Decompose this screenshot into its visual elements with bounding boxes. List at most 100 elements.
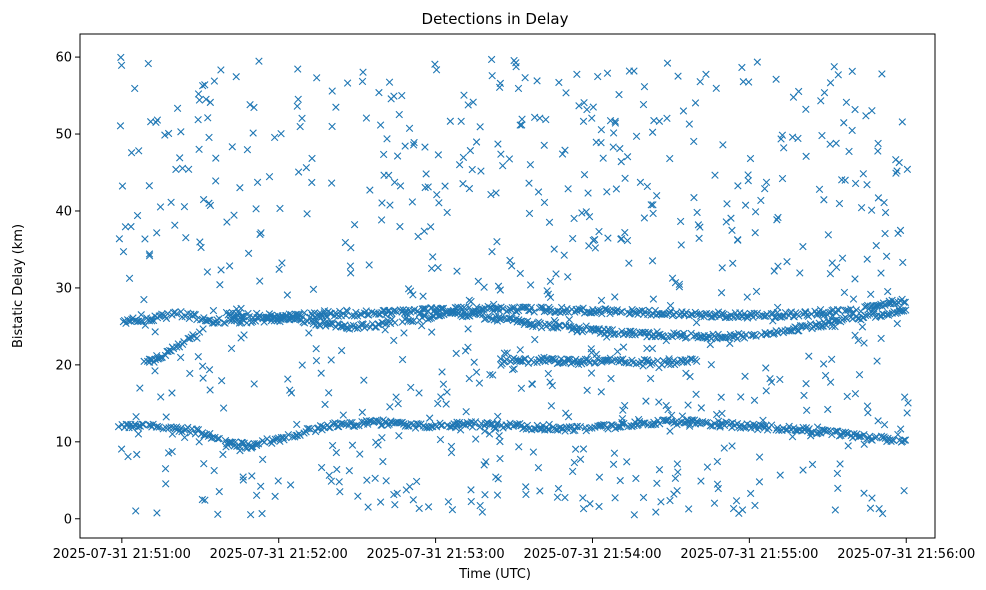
data-point [588, 114, 596, 122]
data-point [456, 426, 465, 434]
data-point [439, 380, 448, 388]
data-point [521, 318, 529, 327]
data-point [843, 429, 851, 438]
data-point [892, 169, 900, 177]
data-point [414, 232, 422, 241]
data-point [893, 319, 901, 328]
data-point [545, 218, 554, 226]
data-point [805, 425, 813, 433]
data-point [205, 133, 213, 142]
data-point [772, 75, 780, 83]
data-point [171, 221, 179, 229]
data-point [167, 423, 175, 431]
data-point [717, 289, 726, 297]
x-tick-label: 2025-07-31 21:56:00 [837, 547, 975, 562]
data-point [573, 422, 582, 430]
data-point [161, 131, 169, 139]
data-point [827, 355, 836, 363]
data-point [611, 356, 619, 364]
data-point [571, 426, 579, 435]
data-point [595, 325, 603, 333]
data-point [880, 198, 888, 207]
data-point [135, 422, 143, 430]
data-point [401, 142, 409, 150]
data-point [203, 268, 212, 276]
data-point [569, 234, 577, 243]
data-point [666, 496, 674, 505]
data-point [239, 312, 248, 321]
data-point [585, 357, 593, 365]
data-point [415, 504, 423, 513]
data-point [168, 430, 177, 438]
data-point [502, 355, 511, 364]
data-point [132, 413, 140, 421]
data-point [431, 60, 439, 68]
data-point [476, 501, 484, 510]
data-point [851, 390, 860, 398]
data-point [663, 114, 671, 123]
data-point [553, 493, 562, 501]
data-point [409, 291, 417, 299]
data-point [573, 70, 581, 79]
data-point [376, 498, 385, 506]
data-point [508, 365, 517, 374]
data-point [752, 287, 761, 296]
data-point [348, 441, 357, 449]
data-point [802, 105, 810, 113]
data-point [178, 164, 187, 173]
data-point [336, 420, 344, 428]
data-point [460, 91, 468, 99]
data-point [688, 355, 696, 363]
data-point [639, 100, 648, 109]
data-point [525, 179, 533, 187]
data-point [598, 309, 606, 318]
data-point [182, 234, 190, 242]
data-point [176, 154, 184, 162]
data-point [210, 77, 219, 85]
data-point [488, 247, 496, 256]
data-point [555, 78, 563, 87]
data-point [675, 283, 684, 291]
data-point [570, 214, 578, 223]
data-point [180, 338, 188, 346]
data-point [544, 369, 552, 378]
data-point [536, 487, 544, 495]
data-point [306, 425, 315, 433]
data-point [762, 387, 770, 395]
data-point [575, 102, 583, 110]
data-point [828, 259, 836, 267]
scatter-marks [114, 53, 912, 519]
data-point [777, 135, 785, 143]
data-point [374, 441, 382, 449]
data-point [495, 307, 504, 315]
data-point [529, 448, 538, 456]
data-point [409, 496, 417, 504]
data-point [336, 322, 345, 331]
data-point [826, 269, 835, 278]
data-point [198, 81, 207, 90]
data-point [787, 308, 796, 316]
data-point [843, 314, 851, 323]
data-point [495, 432, 503, 440]
data-point [606, 309, 614, 318]
data-point [607, 374, 615, 383]
data-point [293, 310, 301, 318]
data-point [722, 218, 730, 226]
data-point [900, 393, 909, 401]
data-point [621, 228, 629, 237]
data-point [141, 321, 150, 329]
data-point [727, 214, 735, 222]
data-point [184, 165, 193, 173]
data-point [808, 460, 817, 469]
data-point [172, 165, 180, 174]
data-point [453, 421, 461, 429]
data-point [746, 154, 755, 163]
data-point [153, 229, 161, 237]
data-point [728, 226, 736, 235]
data-point [623, 153, 632, 161]
data-point [623, 236, 632, 245]
data-point [215, 434, 223, 443]
data-point [278, 259, 286, 267]
data-point [497, 361, 505, 369]
data-point [378, 199, 386, 207]
